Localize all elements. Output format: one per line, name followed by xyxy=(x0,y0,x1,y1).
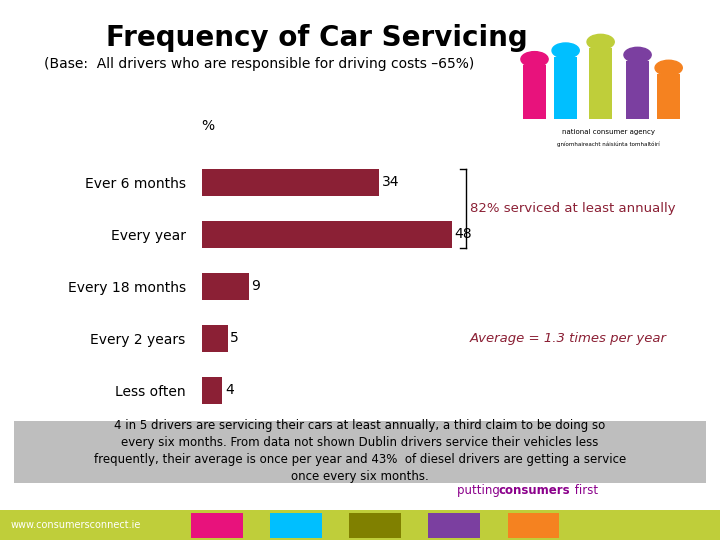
Text: %: % xyxy=(202,119,215,133)
Text: (Base:  All drivers who are responsible for driving costs –65%): (Base: All drivers who are responsible f… xyxy=(44,57,474,71)
Text: Average = 1.3 times per year: Average = 1.3 times per year xyxy=(470,332,667,345)
Bar xyxy=(202,376,222,403)
Bar xyxy=(589,48,612,119)
Bar xyxy=(349,512,401,538)
Circle shape xyxy=(655,60,683,76)
Bar xyxy=(508,512,559,538)
Text: 5: 5 xyxy=(230,331,239,345)
Circle shape xyxy=(624,48,651,63)
Bar xyxy=(202,325,228,352)
Circle shape xyxy=(587,35,614,50)
Text: first: first xyxy=(571,484,598,497)
Bar xyxy=(191,512,243,538)
Bar xyxy=(428,512,480,538)
Text: 48: 48 xyxy=(454,227,472,241)
Bar xyxy=(202,221,452,248)
Text: Frequency of Car Servicing: Frequency of Car Servicing xyxy=(106,24,528,52)
Bar xyxy=(554,57,577,119)
Text: gníomhaireacht náisiúnta tomhaltóirí: gníomhaireacht náisiúnta tomhaltóirí xyxy=(557,141,660,147)
Bar xyxy=(657,74,680,119)
Text: putting: putting xyxy=(457,484,504,497)
Text: consumers: consumers xyxy=(499,484,570,497)
Text: 9: 9 xyxy=(251,279,260,293)
Bar xyxy=(202,169,379,196)
Bar xyxy=(626,61,649,119)
Text: 82% serviced at least annually: 82% serviced at least annually xyxy=(470,202,676,215)
Bar xyxy=(523,65,546,119)
Text: 4 in 5 drivers are servicing their cars at least annually, a third claim to be d: 4 in 5 drivers are servicing their cars … xyxy=(94,419,626,483)
Bar xyxy=(270,512,322,538)
Text: 4: 4 xyxy=(225,383,234,397)
Text: www.consumersconnect.ie: www.consumersconnect.ie xyxy=(11,520,141,530)
Text: national consumer agency: national consumer agency xyxy=(562,129,655,134)
Circle shape xyxy=(552,43,579,58)
Bar xyxy=(202,273,248,300)
Circle shape xyxy=(521,52,548,67)
FancyBboxPatch shape xyxy=(0,422,720,483)
Text: 34: 34 xyxy=(382,176,399,190)
